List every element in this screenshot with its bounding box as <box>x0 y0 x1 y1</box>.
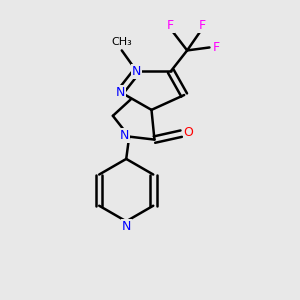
Text: F: F <box>199 19 206 32</box>
Text: F: F <box>212 41 220 54</box>
Text: N: N <box>120 129 129 142</box>
Text: N: N <box>132 65 141 78</box>
Text: N: N <box>122 220 131 233</box>
Text: N: N <box>116 85 125 98</box>
Text: O: O <box>184 126 194 139</box>
Text: F: F <box>167 19 174 32</box>
Text: CH₃: CH₃ <box>111 37 132 47</box>
